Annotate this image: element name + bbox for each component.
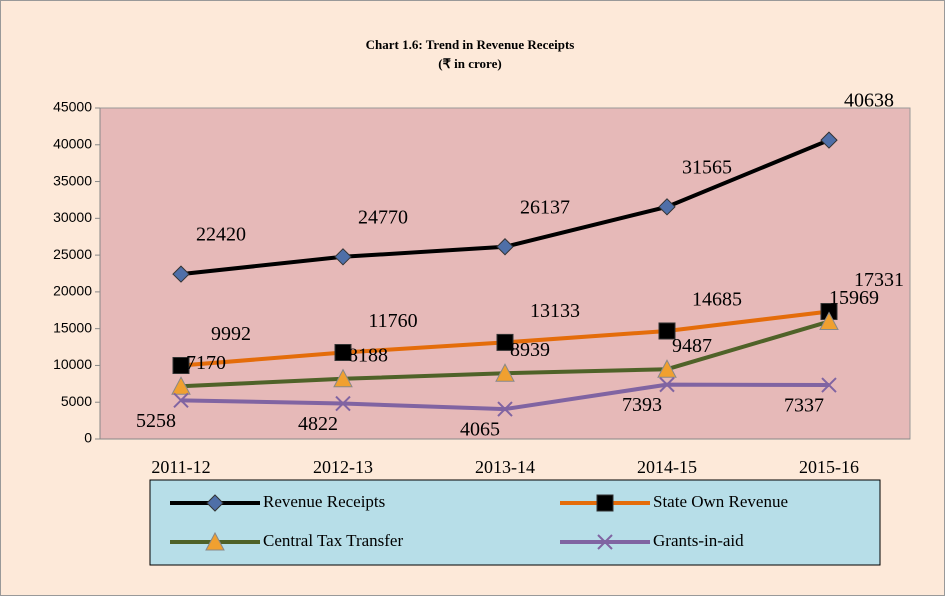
data-label: 8188 — [348, 344, 388, 366]
x-tick-label: 2015-16 — [799, 457, 859, 477]
data-label: 4822 — [298, 413, 338, 435]
data-point — [495, 363, 515, 382]
data-label: 22420 — [196, 224, 246, 246]
data-point — [819, 311, 839, 331]
legend-label: Central Tax Transfer — [263, 531, 403, 550]
y-tick-label: 35000 — [53, 172, 92, 188]
y-tick-label: 40000 — [53, 135, 92, 151]
data-point — [658, 322, 676, 340]
data-label: 15969 — [829, 287, 879, 309]
legend-marker — [596, 494, 614, 512]
y-tick-label: 25000 — [53, 246, 92, 262]
data-label: 4065 — [460, 419, 500, 441]
data-point — [172, 357, 190, 375]
legend-marker — [206, 494, 224, 512]
legend-marker — [597, 534, 613, 550]
data-label: 9992 — [211, 323, 251, 345]
legend-label: Revenue Receipts — [263, 492, 385, 511]
data-point — [172, 265, 190, 283]
data-point — [173, 392, 189, 409]
data-label: 5258 — [136, 410, 176, 432]
data-label: 14685 — [692, 289, 742, 311]
legend-marker — [205, 531, 225, 551]
data-label: 9487 — [672, 335, 712, 357]
data-label: 7170 — [186, 352, 226, 374]
y-tick-label: 20000 — [53, 283, 92, 299]
legend — [149, 479, 881, 566]
data-label: 7337 — [784, 395, 824, 417]
legend-label: Grants-in-aid — [653, 531, 744, 550]
data-label: 7393 — [622, 394, 662, 416]
data-label: 17331 — [854, 269, 904, 291]
data-label: 24770 — [358, 206, 408, 228]
x-tick-label: 2011-12 — [151, 457, 210, 477]
x-tick-label: 2014-15 — [637, 457, 697, 477]
data-point — [334, 248, 352, 266]
data-point — [171, 376, 191, 395]
data-point — [659, 376, 675, 393]
data-point — [334, 343, 352, 361]
data-label: 31565 — [682, 156, 732, 178]
chart-subtitle: (₹ in crore) — [438, 56, 501, 71]
data-point — [496, 238, 514, 256]
data-point — [496, 333, 514, 351]
y-tick-label: 45000 — [53, 99, 92, 115]
data-label: 40638 — [844, 90, 894, 112]
data-label: 26137 — [520, 196, 570, 218]
data-point — [335, 395, 351, 412]
chart-title: Chart 1.6: Trend in Revenue Receipts — [366, 37, 575, 52]
legend-label: State Own Revenue — [653, 492, 788, 511]
data-point — [497, 401, 513, 417]
x-tick-label: 2012-13 — [313, 457, 373, 477]
y-tick-label: 10000 — [53, 356, 92, 372]
y-tick-label: 5000 — [61, 393, 92, 409]
y-tick-label: 0 — [84, 430, 92, 446]
data-label: 13133 — [530, 300, 580, 322]
data-label: 8939 — [510, 339, 550, 361]
data-point — [821, 377, 837, 393]
y-tick-label: 30000 — [53, 209, 92, 225]
data-label: 11760 — [368, 310, 417, 332]
y-tick-label: 15000 — [53, 319, 92, 335]
data-point — [657, 359, 677, 378]
data-point — [333, 368, 353, 388]
data-point — [658, 198, 676, 216]
x-tick-label: 2013-14 — [475, 457, 535, 477]
data-point — [820, 131, 838, 149]
